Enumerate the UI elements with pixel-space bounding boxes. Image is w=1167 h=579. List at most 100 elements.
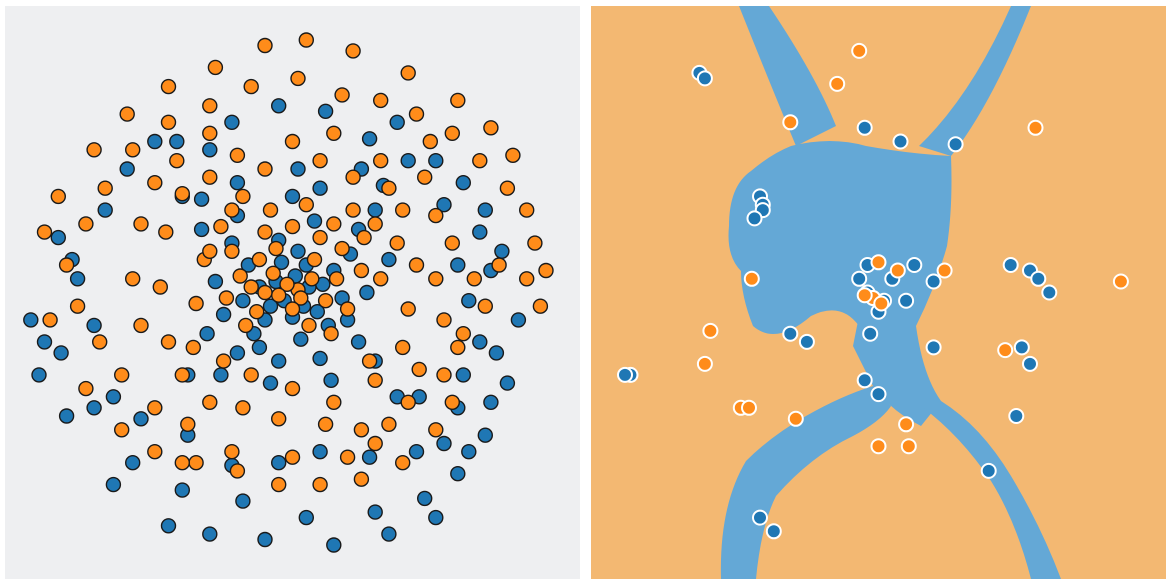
scatter-point-blue xyxy=(455,367,471,383)
scatter-point-blue xyxy=(455,174,471,191)
scatter-point-blue xyxy=(510,312,527,328)
scatter-point-orange xyxy=(218,290,235,306)
scatter-point-blue xyxy=(326,537,342,553)
scatter-point-orange xyxy=(400,301,416,317)
scatter-point-blue xyxy=(381,526,397,542)
scatter-point-orange xyxy=(235,188,251,205)
scatter-point-orange xyxy=(997,342,1014,359)
scatter-point-orange xyxy=(174,367,191,383)
scatter-point-blue xyxy=(461,444,477,460)
scatter-point-orange xyxy=(202,394,218,410)
scatter-point-blue xyxy=(53,345,69,361)
scatter-point-orange xyxy=(42,312,58,328)
left-scatter-plot xyxy=(5,6,580,579)
scatter-point-orange xyxy=(389,235,405,251)
scatter-point-orange xyxy=(326,394,342,410)
scatter-point-orange xyxy=(243,78,259,95)
scatter-point-orange xyxy=(169,152,185,169)
scatter-point-orange xyxy=(532,298,549,314)
scatter-point-blue xyxy=(202,526,218,542)
scatter-point-blue xyxy=(389,114,405,131)
scatter-point-orange xyxy=(326,216,342,232)
scatter-point-blue xyxy=(174,482,191,498)
scatter-point-orange xyxy=(124,142,141,158)
scatter-point-orange xyxy=(202,243,218,260)
scatter-point-orange xyxy=(147,400,163,416)
scatter-point-blue xyxy=(617,366,633,383)
scatter-point-orange xyxy=(1027,119,1044,136)
blue-region-center-blob xyxy=(728,141,952,334)
scatter-point-orange xyxy=(202,98,218,114)
scatter-point-blue xyxy=(105,389,122,405)
scatter-point-blue xyxy=(119,161,135,177)
scatter-point-blue xyxy=(31,367,47,383)
scatter-point-blue xyxy=(298,509,314,526)
scatter-point-blue xyxy=(86,400,102,416)
scatter-point-orange xyxy=(50,188,66,205)
scatter-point-orange xyxy=(160,78,177,95)
scatter-point-orange xyxy=(174,185,191,202)
scatter-point-orange xyxy=(235,400,251,416)
scatter-point-blue xyxy=(235,493,251,509)
scatter-point-orange xyxy=(317,293,334,309)
scatter-point-blue xyxy=(290,161,306,177)
scatter-point-orange xyxy=(290,70,306,87)
scatter-point-blue xyxy=(224,114,240,131)
scatter-point-orange xyxy=(174,455,191,471)
scatter-point-orange xyxy=(317,416,334,432)
scatter-point-blue xyxy=(361,131,378,147)
scatter-point-orange xyxy=(345,202,361,218)
scatter-point-orange xyxy=(444,394,460,410)
scatter-point-orange xyxy=(873,295,890,312)
scatter-point-blue xyxy=(350,334,367,350)
scatter-point-orange xyxy=(229,147,246,164)
scatter-point-blue xyxy=(290,243,306,260)
scatter-point-orange xyxy=(152,279,169,295)
scatter-point-blue xyxy=(461,293,477,309)
scatter-point-orange xyxy=(243,367,259,383)
scatter-point-orange xyxy=(133,317,149,334)
scatter-point-orange xyxy=(411,361,427,378)
scatter-point-orange xyxy=(257,224,273,240)
scatter-point-orange xyxy=(356,229,372,246)
scatter-point-orange xyxy=(185,339,202,356)
scatter-point-orange xyxy=(224,202,240,218)
scatter-point-orange xyxy=(373,92,389,109)
scatter-point-orange xyxy=(870,254,887,271)
scatter-point-blue xyxy=(58,408,75,424)
scatter-point-orange xyxy=(304,271,320,287)
scatter-point-orange xyxy=(215,353,232,369)
left-points-layer xyxy=(23,32,554,553)
scatter-point-orange xyxy=(361,353,378,369)
scatter-point-blue xyxy=(906,257,923,273)
scatter-point-orange xyxy=(229,463,246,479)
scatter-point-blue xyxy=(284,188,301,205)
scatter-point-orange xyxy=(284,380,301,397)
scatter-point-blue xyxy=(229,345,246,361)
scatter-point-orange xyxy=(180,416,196,432)
scatter-point-blue xyxy=(105,476,122,493)
scatter-point-blue xyxy=(160,518,177,534)
scatter-point-blue xyxy=(980,462,997,479)
scatter-point-blue xyxy=(317,103,334,120)
scatter-point-blue xyxy=(782,325,799,342)
blue-region-bottom-right-arm xyxy=(921,401,1061,579)
scatter-point-orange xyxy=(36,224,53,240)
scatter-point-orange xyxy=(97,180,113,196)
scatter-point-orange xyxy=(444,235,460,251)
scatter-point-blue xyxy=(169,133,185,150)
scatter-point-blue xyxy=(488,345,505,361)
scatter-point-orange xyxy=(408,106,425,122)
scatter-point-orange xyxy=(91,334,108,350)
scatter-point-orange xyxy=(271,411,287,427)
scatter-point-blue xyxy=(273,254,290,270)
scatter-point-orange xyxy=(202,125,218,142)
scatter-point-orange xyxy=(257,284,273,301)
scatter-point-orange xyxy=(428,207,444,224)
scatter-point-orange xyxy=(158,224,174,240)
scatter-point-blue xyxy=(271,353,287,369)
scatter-point-blue xyxy=(271,455,287,471)
scatter-point-orange xyxy=(224,243,240,260)
scatter-point-blue xyxy=(309,304,325,320)
scatter-point-orange xyxy=(477,298,493,314)
